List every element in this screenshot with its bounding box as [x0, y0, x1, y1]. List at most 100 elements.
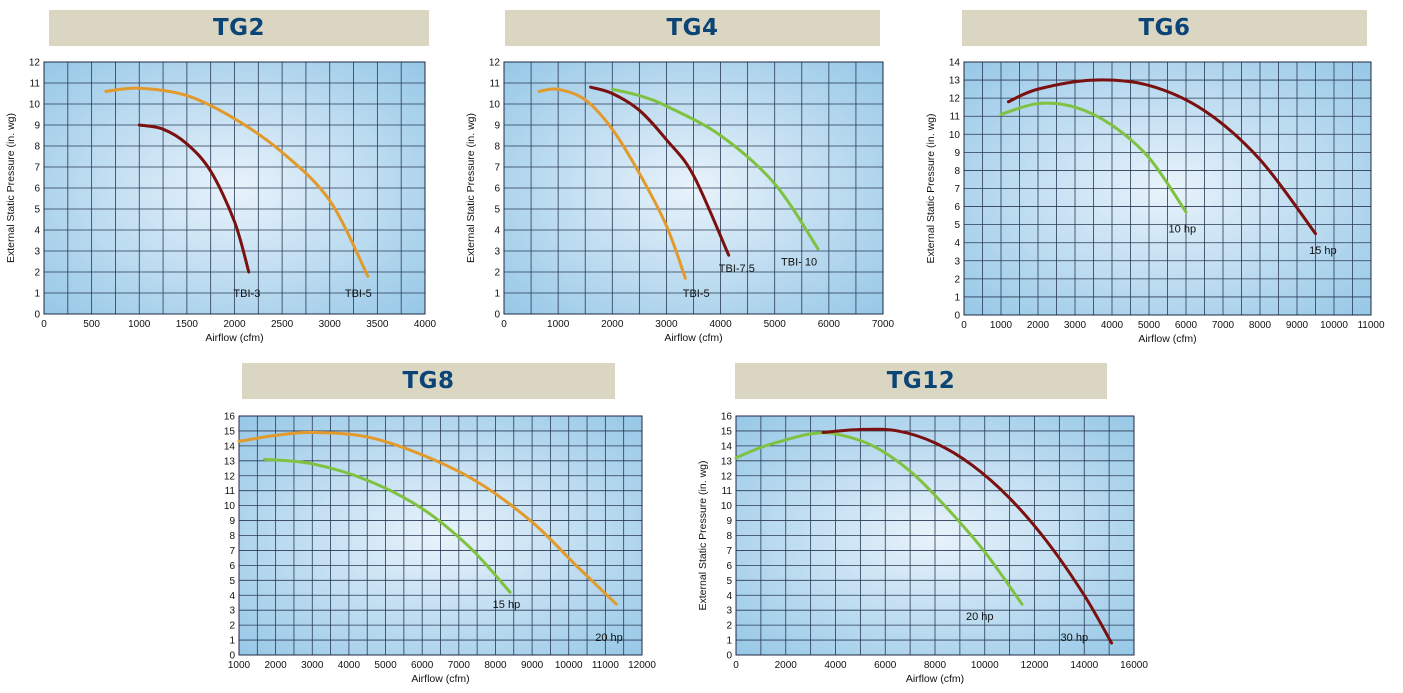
y-tick-label: 1	[229, 636, 235, 647]
y-tick-label: 5	[726, 576, 732, 587]
series-line	[734, 431, 1024, 606]
x-axis-label: Airflow (cfm)	[664, 332, 722, 344]
y-tick-label: 12	[721, 471, 733, 482]
y-tick-label: 1	[954, 292, 960, 303]
series-line	[821, 427, 1114, 645]
series-line	[999, 101, 1188, 214]
x-tick-label: 2000	[775, 660, 798, 671]
chart-tg4: TG4 0 1000 2000 3000 4000 5000 6000 7000 0 1 2 3 4 5 6…	[460, 10, 910, 350]
x-tick-label: 5000	[1138, 320, 1161, 331]
y-tick-label: 2	[726, 621, 732, 632]
x-tick-label: 8000	[924, 660, 947, 671]
y-tick-label: 4	[34, 226, 40, 237]
x-tick-label: 5000	[764, 319, 787, 330]
x-tick-label: 4000	[709, 319, 732, 330]
x-tick-label: 4000	[824, 660, 847, 671]
y-tick-label: 2	[34, 268, 40, 279]
y-axis-label: External Static Pressure (in. wg)	[465, 113, 477, 263]
x-tick-label: 2000	[265, 660, 288, 671]
y-tick-label: 9	[34, 121, 40, 132]
y-tick-label: 12	[29, 58, 41, 69]
x-tick-label: 6000	[411, 660, 434, 671]
y-tick-label: 1	[494, 289, 500, 300]
x-tick-label: 2000	[223, 319, 246, 330]
x-axis-label: Airflow (cfm)	[411, 673, 469, 685]
x-tick-label: 4000	[338, 660, 361, 671]
x-tick-label: 6000	[874, 660, 897, 671]
y-tick-label: 12	[949, 94, 961, 105]
y-tick-label: 3	[494, 247, 500, 258]
y-tick-label: 10	[224, 501, 236, 512]
y-tick-label: 13	[721, 456, 733, 467]
chart-svg: 0 500 1000 1500 2000 2500 3000 3500 400001234567…	[5, 58, 437, 345]
plot-frame	[963, 61, 1372, 316]
y-tick-label: 0	[954, 311, 960, 322]
x-axis-label: Airflow (cfm)	[1138, 333, 1196, 345]
y-tick-label: 4	[494, 226, 500, 237]
chart-tg6: TG6 0 1000 2000 3000 4000 5000 6000 7000 8000 900…	[915, 10, 1395, 350]
title-bar: TG8	[242, 363, 615, 399]
x-tick-label: 1000	[990, 320, 1013, 331]
title-bar: TG2	[49, 10, 429, 46]
chart-title: TG6	[1138, 15, 1191, 41]
y-tick-label: 0	[494, 310, 500, 321]
chart-svg: 0 2000 4000 6000 8000 10000 12000 14000 16000012…	[697, 412, 1148, 686]
series-label: 20 hp	[966, 611, 994, 623]
x-tick-label: 2000	[601, 319, 624, 330]
chart-title: TG4	[666, 15, 719, 41]
series-line	[104, 86, 370, 278]
x-tick-label: 16000	[1120, 660, 1148, 671]
y-tick-label: 11	[30, 79, 41, 90]
chart-svg: 0 1000 2000 3000 4000 5000 6000 7000 8000 9000 100…	[925, 58, 1385, 346]
x-tick-label: 10000	[555, 660, 583, 671]
x-tick-label: 11000	[592, 660, 620, 671]
x-axis-label: Airflow (cfm)	[906, 673, 964, 685]
x-tick-label: 3000	[1064, 320, 1087, 331]
series-line	[263, 457, 512, 594]
y-tick-label: 6	[954, 202, 960, 213]
x-tick-label: 3500	[366, 319, 389, 330]
y-tick-label: 11	[722, 486, 733, 497]
y-tick-label: 0	[34, 310, 40, 321]
y-tick-label: 10	[489, 100, 501, 111]
series-line	[537, 87, 687, 280]
series-line	[137, 123, 251, 274]
series-label: TBI-3	[233, 288, 260, 300]
y-tick-label: 7	[954, 184, 960, 195]
x-tick-label: 0	[961, 320, 967, 331]
x-tick-label: 8000	[484, 660, 507, 671]
y-tick-label: 2	[954, 274, 960, 285]
y-tick-label: 9	[726, 516, 732, 527]
y-tick-label: 7	[494, 163, 500, 174]
series-label: 15 hp	[1309, 245, 1337, 257]
plot-frame	[503, 61, 884, 315]
x-tick-label: 2500	[271, 319, 294, 330]
x-tick-label: 9000	[521, 660, 544, 671]
y-tick-label: 9	[494, 121, 500, 132]
y-tick-label: 8	[726, 531, 732, 542]
y-tick-label: 8	[494, 142, 500, 153]
y-tick-label: 15	[721, 426, 733, 437]
x-tick-label: 4000	[414, 319, 437, 330]
y-tick-label: 9	[954, 148, 960, 159]
y-tick-label: 0	[726, 651, 732, 662]
chart-tg8: TG8 1000 2000 3000 4000 5000 6000 7000 8000 9000…	[200, 363, 670, 693]
chart-svg: 0 1000 2000 3000 4000 5000 6000 700001234567891…	[465, 58, 895, 345]
series-label: TBI-5	[345, 288, 372, 300]
y-tick-label: 15	[224, 426, 236, 437]
y-tick-label: 2	[494, 268, 500, 279]
chart-title: TG12	[886, 368, 956, 394]
x-tick-label: 0	[501, 319, 507, 330]
y-tick-label: 4	[726, 591, 732, 602]
x-tick-label: 7000	[448, 660, 471, 671]
y-tick-label: 10	[29, 100, 41, 111]
x-tick-label: 3000	[655, 319, 678, 330]
y-tick-label: 8	[34, 142, 40, 153]
title-bar: TG4	[505, 10, 880, 46]
y-axis-label: External Static Pressure (in. wg)	[925, 114, 937, 264]
y-tick-label: 3	[34, 247, 40, 258]
y-tick-label: 12	[224, 471, 236, 482]
x-tick-label: 9000	[1286, 320, 1309, 331]
x-tick-label: 10000	[1320, 320, 1348, 331]
series-label: TBI- 10	[781, 257, 817, 269]
